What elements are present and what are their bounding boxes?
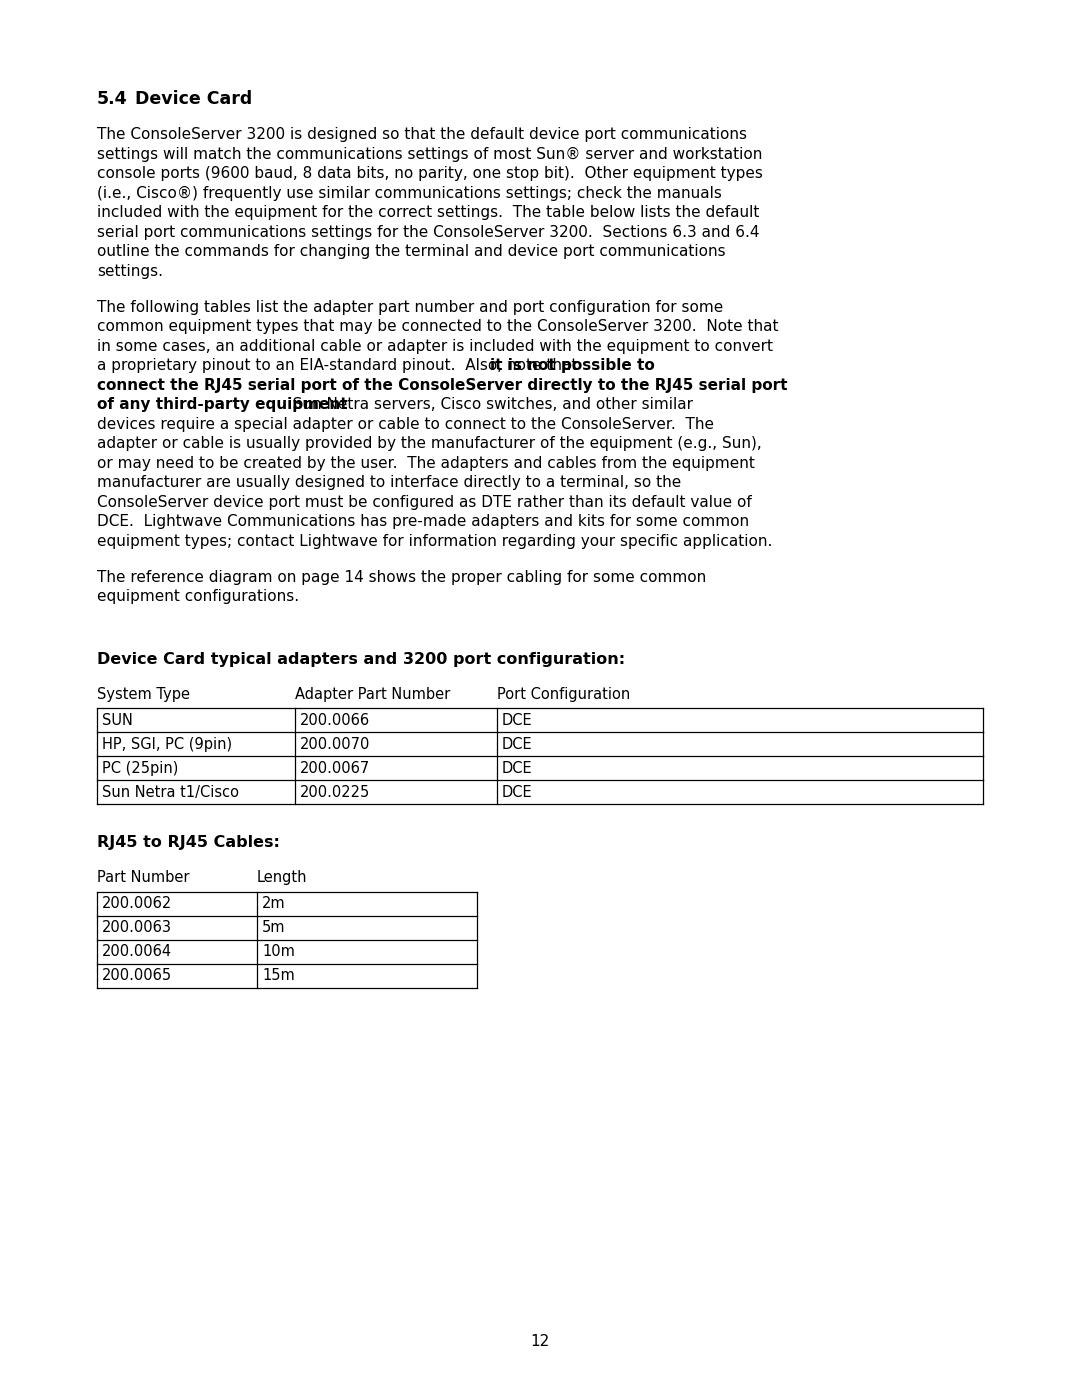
Text: 2m: 2m: [262, 897, 285, 911]
Text: RJ45 to RJ45 Cables:: RJ45 to RJ45 Cables:: [97, 835, 280, 851]
Text: Port Configuration: Port Configuration: [497, 687, 631, 701]
Text: Part Number: Part Number: [97, 870, 189, 886]
Text: The ConsoleServer 3200 is designed so that the default device port communication: The ConsoleServer 3200 is designed so th…: [97, 127, 747, 142]
Text: 200.0064: 200.0064: [102, 944, 172, 960]
Text: DCE: DCE: [502, 760, 532, 775]
Text: adapter or cable is usually provided by the manufacturer of the equipment (e.g.,: adapter or cable is usually provided by …: [97, 436, 761, 451]
Text: common equipment types that may be connected to the ConsoleServer 3200.  Note th: common equipment types that may be conne…: [97, 319, 779, 334]
Text: included with the equipment for the correct settings.  The table below lists the: included with the equipment for the corr…: [97, 205, 759, 221]
Text: 200.0062: 200.0062: [102, 897, 172, 911]
Text: PC (25pin): PC (25pin): [102, 760, 178, 775]
Text: DCE: DCE: [502, 736, 532, 752]
Text: equipment configurations.: equipment configurations.: [97, 590, 299, 604]
Text: ConsoleServer device port must be configured as DTE rather than its default valu: ConsoleServer device port must be config…: [97, 495, 752, 510]
Text: outline the commands for changing the terminal and device port communications: outline the commands for changing the te…: [97, 244, 726, 258]
Text: Length: Length: [257, 870, 308, 886]
Text: a proprietary pinout to an EIA-standard pinout.  Also, note that: a proprietary pinout to an EIA-standard …: [97, 358, 582, 373]
Text: or may need to be created by the user.  The adapters and cables from the equipme: or may need to be created by the user. T…: [97, 455, 755, 471]
Text: 200.0070: 200.0070: [300, 736, 370, 752]
Text: Sun Netra t1/Cisco: Sun Netra t1/Cisco: [102, 785, 239, 799]
Text: 10m: 10m: [262, 944, 295, 960]
Text: The reference diagram on page 14 shows the proper cabling for some common: The reference diagram on page 14 shows t…: [97, 570, 706, 585]
Text: 12: 12: [530, 1334, 550, 1350]
Text: Device Card typical adapters and 3200 port configuration:: Device Card typical adapters and 3200 po…: [97, 651, 625, 666]
Text: 200.0067: 200.0067: [300, 760, 370, 775]
Text: Adapter Part Number: Adapter Part Number: [295, 687, 450, 701]
Text: equipment types; contact Lightwave for information regarding your specific appli: equipment types; contact Lightwave for i…: [97, 534, 772, 549]
Text: 15m: 15m: [262, 968, 295, 983]
Text: 200.0225: 200.0225: [300, 785, 370, 799]
Text: DCE: DCE: [502, 785, 532, 799]
Text: connect the RJ45 serial port of the ConsoleServer directly to the RJ45 serial po: connect the RJ45 serial port of the Cons…: [97, 377, 787, 393]
Text: it is not possible to: it is not possible to: [490, 358, 654, 373]
Text: 200.0066: 200.0066: [300, 712, 370, 728]
Text: .  Sun Netra servers, Cisco switches, and other similar: . Sun Netra servers, Cisco switches, and…: [278, 397, 692, 412]
Text: 200.0065: 200.0065: [102, 968, 172, 983]
Text: SUN: SUN: [102, 712, 133, 728]
Text: (i.e., Cisco®) frequently use similar communications settings; check the manuals: (i.e., Cisco®) frequently use similar co…: [97, 186, 721, 201]
Text: serial port communications settings for the ConsoleServer 3200.  Sections 6.3 an: serial port communications settings for …: [97, 225, 759, 239]
Text: 5m: 5m: [262, 921, 285, 936]
Text: DCE: DCE: [502, 712, 532, 728]
Text: The following tables list the adapter part number and port configuration for som: The following tables list the adapter pa…: [97, 299, 724, 314]
Text: console ports (9600 baud, 8 data bits, no parity, one stop bit).  Other equipmen: console ports (9600 baud, 8 data bits, n…: [97, 166, 762, 182]
Text: 200.0063: 200.0063: [102, 921, 172, 936]
Text: DCE.  Lightwave Communications has pre-made adapters and kits for some common: DCE. Lightwave Communications has pre-ma…: [97, 514, 750, 529]
Text: settings.: settings.: [97, 264, 163, 278]
Text: Device Card: Device Card: [135, 89, 253, 108]
Text: devices require a special adapter or cable to connect to the ConsoleServer.  The: devices require a special adapter or cab…: [97, 416, 714, 432]
Text: of any third-party equipment: of any third-party equipment: [97, 397, 348, 412]
Text: 5.4: 5.4: [97, 89, 127, 108]
Text: System Type: System Type: [97, 687, 190, 701]
Text: in some cases, an additional cable or adapter is included with the equipment to : in some cases, an additional cable or ad…: [97, 338, 773, 353]
Text: settings will match the communications settings of most Sun® server and workstat: settings will match the communications s…: [97, 147, 762, 162]
Text: HP, SGI, PC (9pin): HP, SGI, PC (9pin): [102, 736, 232, 752]
Text: manufacturer are usually designed to interface directly to a terminal, so the: manufacturer are usually designed to int…: [97, 475, 681, 490]
